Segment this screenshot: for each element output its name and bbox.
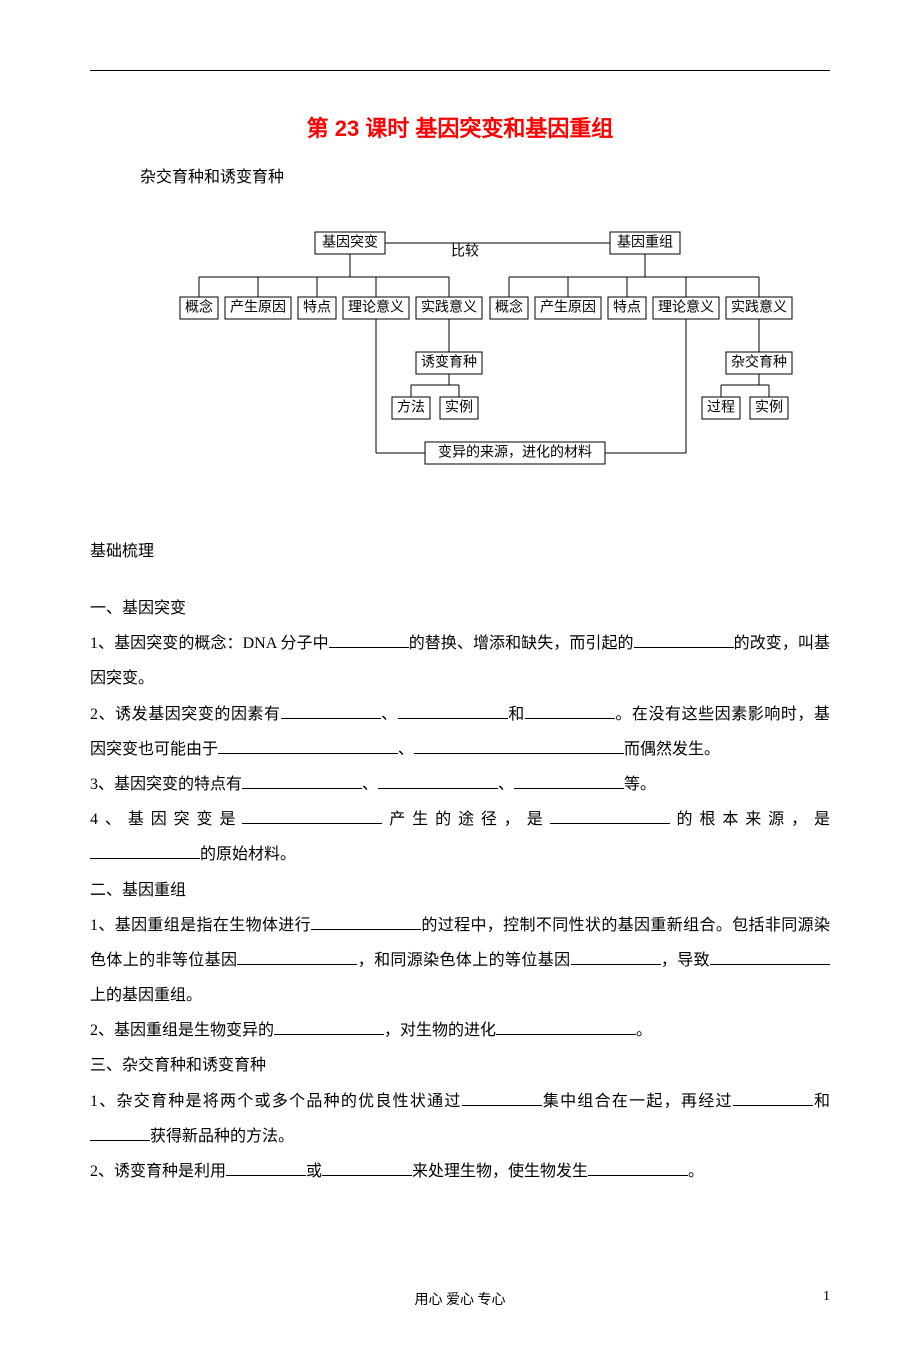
- blank: [733, 1090, 813, 1106]
- node-gene-recomb: 基因重组: [610, 232, 680, 254]
- s2-p2: 2、基因重组是生物变异的，对生物的进化。: [90, 1013, 830, 1048]
- blank: [634, 632, 734, 648]
- node-concept2: 概念: [490, 297, 528, 319]
- node-feature1: 特点: [298, 297, 336, 319]
- footer-text: 用心 爱心 专心: [415, 1293, 506, 1308]
- svg-text:实践意义: 实践意义: [421, 299, 477, 316]
- s3-p2: 2、诱变育种是利用或来处理生物，使生物发生。: [90, 1154, 830, 1189]
- blank: [496, 1019, 636, 1035]
- s1-p4b: 的原始材料。: [90, 837, 830, 872]
- s3-title: 三、杂交育种和诱变育种: [90, 1048, 830, 1083]
- node-practice2: 实践意义: [726, 297, 792, 319]
- node-cause1: 产生原因: [225, 297, 291, 319]
- top-rule: [90, 70, 830, 71]
- blank: [710, 949, 830, 965]
- svg-text:实例: 实例: [445, 400, 473, 416]
- blank: [242, 773, 362, 789]
- s1-p2: 2、诱发基因突变的因素有、和。在没有这些因素影响时，基因突变也可能由于、而偶然发…: [90, 697, 830, 767]
- svg-text:理论意义: 理论意义: [658, 299, 714, 316]
- node-practice1: 实践意义: [416, 297, 482, 319]
- svg-text:变异的来源，进化的材料: 变异的来源，进化的材料: [438, 445, 592, 461]
- node-theory2: 理论意义: [653, 297, 719, 319]
- svg-text:杂交育种: 杂交育种: [731, 354, 787, 371]
- blank: [322, 1160, 412, 1176]
- node-compare: 比较: [451, 244, 479, 260]
- s1-title: 一、基因突变: [90, 591, 830, 626]
- node-example1: 实例: [440, 397, 478, 419]
- concept-diagram: 基因突变 比较 基因重组 概念 产生原因 特点 理论意义 实践意义 概念 产生原…: [110, 217, 810, 477]
- blank: [414, 738, 624, 754]
- svg-text:产生原因: 产生原因: [230, 300, 286, 316]
- blank: [398, 703, 508, 719]
- blank: [571, 949, 661, 965]
- svg-text:概念: 概念: [495, 299, 523, 316]
- node-feature2: 特点: [608, 297, 646, 319]
- svg-text:特点: 特点: [613, 300, 641, 316]
- blank: [242, 808, 382, 824]
- page-number: 1: [823, 1289, 830, 1305]
- node-cause2: 产生原因: [535, 297, 601, 319]
- section-heading: 基础梳理: [90, 537, 830, 561]
- svg-text:基因突变: 基因突变: [322, 234, 378, 251]
- blank: [90, 843, 200, 859]
- node-example2: 实例: [750, 397, 788, 419]
- blank: [550, 808, 670, 824]
- node-process: 过程: [702, 397, 740, 419]
- blank: [237, 949, 357, 965]
- blank: [311, 914, 421, 930]
- blank: [218, 738, 398, 754]
- blank: [525, 703, 615, 719]
- node-mutate-breed: 诱变育种: [416, 352, 482, 374]
- svg-text:诱变育种: 诱变育种: [421, 355, 477, 371]
- svg-text:过程: 过程: [707, 400, 735, 416]
- svg-text:特点: 特点: [303, 300, 331, 316]
- node-method: 方法: [392, 397, 430, 419]
- diagram-svg: 基因突变 比较 基因重组 概念 产生原因 特点 理论意义 实践意义 概念 产生原…: [110, 217, 810, 477]
- blank: [90, 1125, 150, 1141]
- s1-p4: 4、基因突变是产生的途径，是的根本来源，是: [90, 802, 830, 837]
- page-footer: 用心 爱心 专心 1: [90, 1289, 830, 1309]
- svg-text:方法: 方法: [397, 400, 425, 416]
- blank: [226, 1160, 306, 1176]
- page-title: 第 23 课时 基因突变和基因重组: [90, 111, 830, 143]
- s3-p1: 1、杂交育种是将两个或多个品种的优良性状通过集中组合在一起，再经过和获得新品种的…: [90, 1084, 830, 1154]
- blank: [378, 773, 498, 789]
- node-cross-breed: 杂交育种: [726, 352, 792, 374]
- svg-text:实例: 实例: [755, 400, 783, 416]
- blank: [274, 1019, 384, 1035]
- blank: [588, 1160, 688, 1176]
- s1-p3: 3、基因突变的特点有、、等。: [90, 767, 830, 802]
- svg-text:产生原因: 产生原因: [540, 300, 596, 316]
- blank: [514, 773, 624, 789]
- blank: [462, 1090, 542, 1106]
- s1-p1: 1、基因突变的概念：DNA 分子中的替换、增添和缺失，而引起的的改变，叫基因突变…: [90, 626, 830, 696]
- s2-title: 二、基因重组: [90, 873, 830, 908]
- content-body: 一、基因突变 1、基因突变的概念：DNA 分子中的替换、增添和缺失，而引起的的改…: [90, 591, 830, 1189]
- blank: [329, 632, 409, 648]
- page-root: 第 23 课时 基因突变和基因重组 杂交育种和诱变育种: [0, 0, 920, 1349]
- s2-p1: 1、基因重组是指在生物体进行的过程中，控制不同性状的基因重新组合。包括非同源染色…: [90, 908, 830, 1014]
- svg-text:实践意义: 实践意义: [731, 299, 787, 316]
- svg-text:基因重组: 基因重组: [617, 234, 673, 251]
- node-gene-mutation: 基因突变: [315, 232, 385, 254]
- node-theory1: 理论意义: [343, 297, 409, 319]
- subtitle: 杂交育种和诱变育种: [140, 163, 830, 187]
- node-concept1: 概念: [180, 297, 218, 319]
- svg-text:理论意义: 理论意义: [348, 299, 404, 316]
- node-variation-source: 变异的来源，进化的材料: [425, 442, 605, 464]
- blank: [281, 703, 381, 719]
- svg-text:概念: 概念: [185, 299, 213, 316]
